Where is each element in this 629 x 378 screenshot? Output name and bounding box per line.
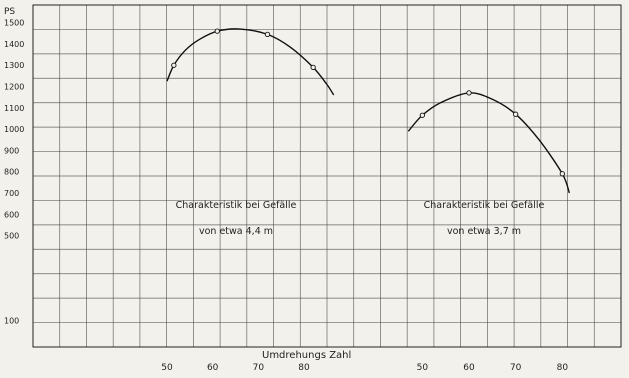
x-axis-label: Umdrehungs Zahl [262,350,351,361]
data-point [310,64,316,71]
x-tick-label: 80 [298,363,310,373]
y-axis-label: PS [4,7,15,17]
series-annotation-line2: von etwa 3,7 m [447,226,521,237]
y-tick-label: 100 [4,317,19,326]
x-tick-label: 60 [207,363,219,373]
data-point [214,28,220,34]
y-tick-label: 500 [4,232,19,241]
x-tick-label: 50 [417,363,429,373]
y-tick-label: 700 [4,189,19,198]
y-tick-label: 1400 [4,40,24,49]
data-point [171,62,177,68]
data-point [466,90,472,96]
x-tick-label: 70 [253,363,265,373]
series-annotation-line1: Charakteristik bei Gefälle [176,200,297,211]
x-tick-label: 80 [557,363,569,373]
y-tick-label: 900 [4,146,19,155]
series-line [166,28,335,96]
x-tick-label: 60 [463,363,475,373]
data-point [559,171,565,177]
series-line [407,92,570,194]
data-point [264,31,271,38]
y-tick-label: 600 [4,210,19,219]
x-tick-label: 70 [510,363,522,373]
y-tick-label: 800 [4,168,19,177]
y-tick-label: 1300 [4,61,24,70]
y-tick-label: 1200 [4,83,24,92]
plot-border [32,4,622,348]
y-tick-label: 1000 [4,125,24,134]
data-point [419,112,425,118]
series-annotation-line2: von etwa 4,4 m [199,226,273,237]
y-tick-label: 1100 [4,104,24,113]
x-tick-label: 50 [161,363,173,373]
data-point [513,111,519,117]
y-tick-label: 1500 [4,19,24,28]
series-annotation-line1: Charakteristik bei Gefälle [424,200,545,211]
